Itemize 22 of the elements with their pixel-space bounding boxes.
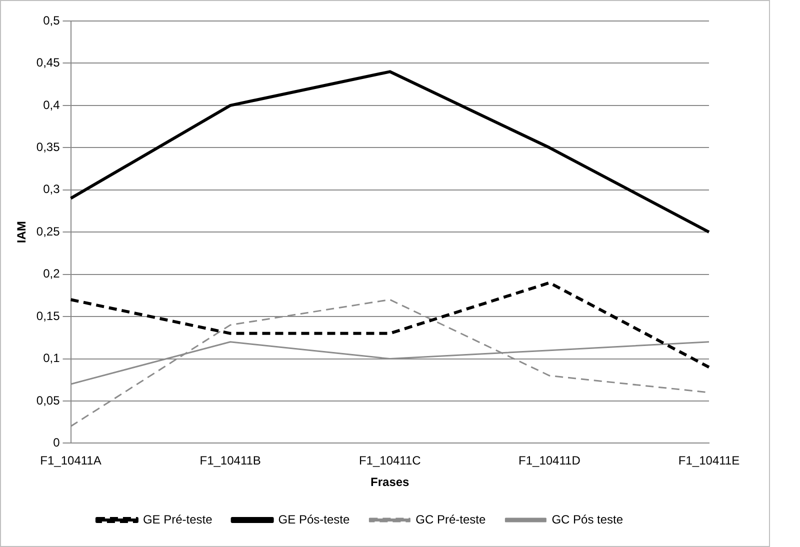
legend-label: GC Pré-teste — [416, 512, 486, 526]
y-tick-label: 0,5 — [43, 13, 60, 28]
x-tick-label: F1_10411A — [40, 454, 102, 468]
y-tick-label: 0,45 — [36, 56, 60, 70]
y-tick-label: 0,2 — [43, 266, 60, 281]
x-axis-title: Frases — [370, 475, 410, 490]
y-tick-label: 0 — [53, 436, 60, 450]
legend-label: GE Pré-teste — [142, 512, 213, 526]
y-tick-label: 0,3 — [43, 182, 60, 196]
y-axis-title: IAM — [14, 221, 29, 244]
x-tick-label: F1_10411C — [358, 454, 422, 468]
y-tick-label: 0,4 — [43, 98, 60, 112]
y-tick-label: 0,05 — [36, 393, 60, 408]
legend-label: GE Pós-teste — [278, 512, 350, 526]
x-tick-label: F1_10411D — [518, 454, 581, 468]
x-tick-label: F1_10411B — [200, 454, 261, 468]
y-tick-label: 0,15 — [36, 308, 60, 323]
y-tick-label: 0,1 — [43, 351, 60, 366]
y-tick-label: 0,25 — [36, 224, 60, 238]
legend-label: GC Pós teste — [552, 512, 624, 526]
y-tick-label: 0,35 — [36, 140, 60, 154]
x-tick-label: F1_10411E — [678, 454, 740, 468]
